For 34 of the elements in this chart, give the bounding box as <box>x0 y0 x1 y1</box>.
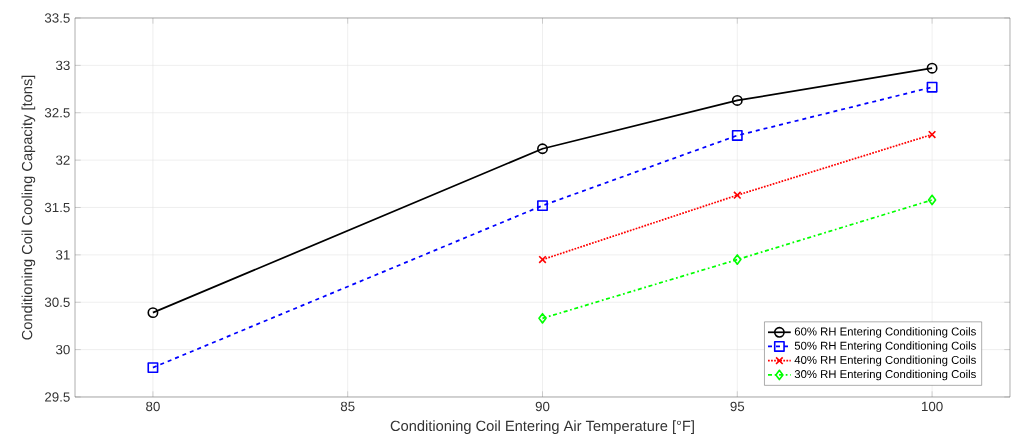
x-tick-label: 80 <box>146 401 160 412</box>
point <box>731 130 743 141</box>
y-axis-title: Conditioning Coil Cooling Capacity [tons] <box>21 75 36 340</box>
y-tick-label: 32.5 <box>44 108 70 118</box>
point <box>732 254 742 266</box>
x-tick-label: 95 <box>730 401 745 412</box>
point <box>927 194 937 206</box>
point <box>926 81 938 93</box>
x-tick-label: 90 <box>535 401 550 412</box>
x-axis-title: Conditioning Coil Entering Air Temperature [°F] <box>390 420 694 434</box>
y-tick-label: 31.5 <box>44 202 70 213</box>
y-tick-label: 31 <box>55 250 70 260</box>
point <box>927 130 937 139</box>
x-tick-label: 85 <box>340 401 355 412</box>
point <box>926 62 938 74</box>
point <box>147 307 159 319</box>
y-tick-label: 30.5 <box>44 297 70 307</box>
y-tick-label: 33.5 <box>44 13 70 23</box>
point <box>147 362 159 374</box>
point <box>731 94 743 106</box>
y-tick-label: 32 <box>55 155 70 165</box>
y-tick-label: 29.5 <box>45 392 70 402</box>
y-tick-label: 30 <box>55 344 70 355</box>
point <box>538 255 547 264</box>
point <box>538 312 547 324</box>
point <box>733 191 742 200</box>
legend-label: 30% RH Entering Conditioning Coils <box>794 369 976 381</box>
point <box>537 200 548 212</box>
legend-label: 60% RH Entering Conditioning Coils <box>794 327 976 338</box>
legend-label: 40% RH Entering Conditioning Coils <box>794 355 976 367</box>
point <box>537 143 548 155</box>
legend-label: 50% RH Entering Conditioning Coils <box>794 341 976 352</box>
y-tick-label: 33 <box>55 60 70 71</box>
x-tick-label: 100 <box>921 401 943 412</box>
